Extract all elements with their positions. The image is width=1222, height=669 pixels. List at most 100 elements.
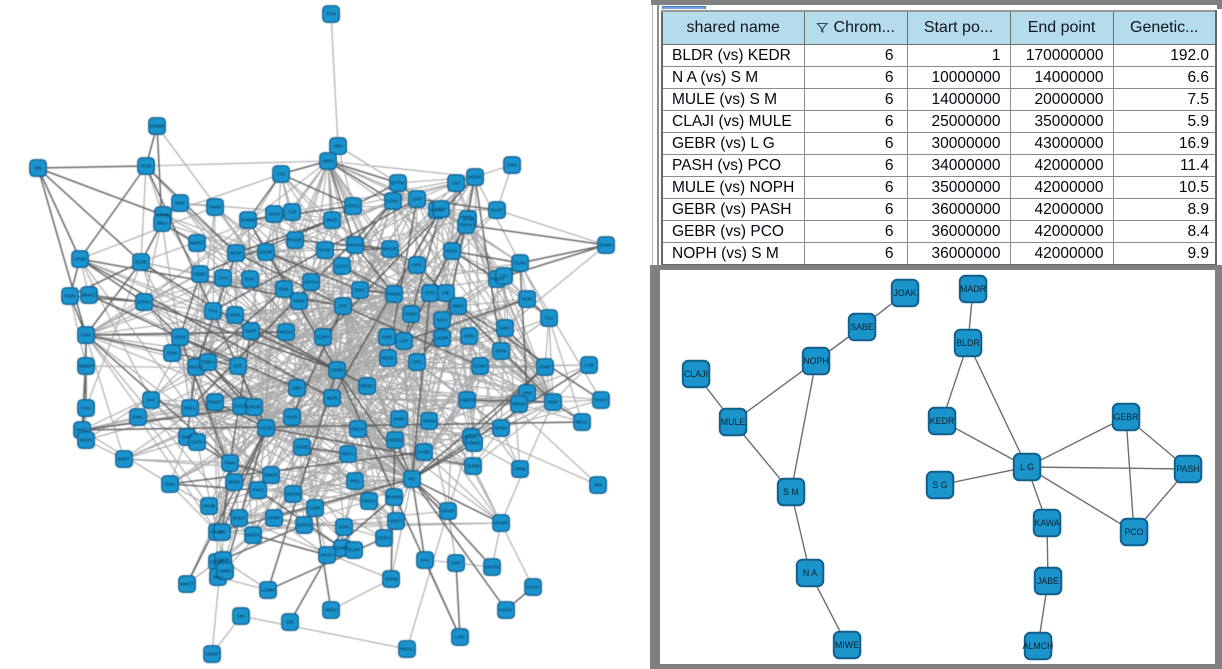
svg-text:OOOD: OOOD: [297, 523, 312, 528]
svg-text:HBS: HBS: [333, 144, 342, 149]
svg-text:SGHC: SGHC: [526, 585, 540, 590]
svg-text:EMWB: EMWB: [150, 124, 164, 129]
svg-text:PIAO: PIAO: [253, 488, 264, 493]
svg-text:DKIP: DKIP: [182, 435, 193, 440]
svg-text:DMOS: DMOS: [264, 473, 278, 478]
svg-text:PPJC: PPJC: [76, 428, 88, 433]
svg-text:WHJP: WHJP: [441, 509, 454, 514]
svg-text:GAJ: GAJ: [421, 558, 430, 563]
svg-text:S M: S M: [783, 487, 799, 497]
svg-text:PDDP: PDDP: [209, 400, 222, 405]
svg-text:SABE: SABE: [850, 322, 874, 332]
svg-text:JIWI: JIWI: [593, 483, 602, 488]
svg-text:EFE: EFE: [234, 364, 243, 369]
svg-text:KCIB: KCIB: [522, 297, 533, 302]
svg-text:GEBR: GEBR: [1114, 412, 1139, 422]
svg-text:EWIL: EWIL: [132, 415, 144, 420]
svg-text:MCPI: MCPI: [80, 438, 91, 443]
svg-text:GLFA: GLFA: [191, 440, 204, 445]
svg-text:UDSB: UDSB: [331, 368, 344, 373]
svg-text:NNC: NNC: [175, 201, 186, 206]
svg-text:WHCT: WHCT: [180, 582, 194, 587]
svg-text:RRTA: RRTA: [342, 452, 355, 457]
svg-text:LOT: LOT: [400, 339, 409, 344]
svg-text:L G: L G: [1020, 462, 1034, 472]
svg-text:UGP: UGP: [412, 197, 422, 202]
svg-text:JCPA: JCPA: [338, 525, 350, 530]
svg-text:EHHA: EHHA: [138, 300, 152, 305]
svg-text:IDB: IDB: [286, 620, 294, 625]
svg-text:SSEA: SSEA: [405, 312, 418, 317]
svg-text:WJUT: WJUT: [233, 516, 246, 521]
svg-text:CABE: CABE: [418, 450, 431, 455]
svg-text:SBH: SBH: [292, 386, 301, 391]
svg-text:JABE: JABE: [1037, 576, 1059, 586]
svg-text:WAW: WAW: [228, 480, 240, 485]
svg-text:NGGA: NGGA: [279, 330, 293, 335]
svg-text:AKKM: AKKM: [384, 577, 397, 582]
svg-text:BJW: BJW: [463, 217, 473, 222]
svg-text:ICU: ICU: [545, 316, 553, 321]
svg-text:UMKP: UMKP: [205, 652, 218, 657]
svg-text:UTKE: UTKE: [174, 335, 186, 340]
svg-text:SKHB: SKHB: [203, 504, 216, 509]
svg-text:WLEI: WLEI: [326, 218, 337, 223]
svg-text:MOM: MOM: [293, 299, 304, 304]
svg-text:CUEK: CUEK: [309, 506, 323, 511]
svg-text:MMPC: MMPC: [190, 241, 205, 246]
svg-text:RJUH: RJUH: [465, 435, 477, 440]
svg-text:OMSI: OMSI: [194, 272, 206, 277]
svg-text:SACO: SACO: [234, 404, 247, 409]
svg-text:LAIB: LAIB: [584, 363, 594, 368]
svg-text:OFU: OFU: [412, 360, 422, 365]
svg-text:LCMM: LCMM: [261, 588, 275, 593]
svg-text:DRN: DRN: [507, 163, 517, 168]
svg-text:WNP: WNP: [548, 400, 559, 405]
svg-text:KNGL: KNGL: [446, 249, 459, 254]
svg-text:WDR: WDR: [246, 329, 258, 334]
svg-text:MIWE: MIWE: [835, 640, 859, 650]
svg-text:RCDH: RCDH: [490, 277, 503, 282]
svg-text:WCIR: WCIR: [230, 251, 243, 256]
svg-text:OKCH: OKCH: [351, 427, 364, 432]
svg-text:TJR: TJR: [288, 210, 297, 215]
svg-text:MAJ: MAJ: [213, 575, 222, 580]
svg-text:DLHP: DLHP: [348, 548, 360, 553]
svg-text:CGJD: CGJD: [260, 426, 273, 431]
svg-text:RSC: RSC: [350, 479, 360, 484]
svg-text:RRSP: RRSP: [361, 384, 374, 389]
svg-text:FNWK: FNWK: [387, 292, 401, 297]
svg-text:JNES: JNES: [322, 159, 334, 164]
svg-text:NFBC: NFBC: [495, 426, 508, 431]
svg-text:HGHW: HGHW: [286, 492, 301, 497]
svg-text:KEPN: KEPN: [469, 175, 482, 180]
svg-text:JUWE: JUWE: [295, 445, 308, 450]
svg-text:LMKD: LMKD: [219, 569, 232, 574]
svg-text:CSNB: CSNB: [157, 213, 170, 218]
svg-text:OHDM: OHDM: [241, 218, 255, 223]
svg-text:DGPJ: DGPJ: [390, 519, 402, 524]
svg-text:OSM: OSM: [167, 351, 178, 356]
svg-text:FHFN: FHFN: [460, 223, 472, 228]
svg-text:JORF: JORF: [539, 365, 551, 370]
svg-text:RWN: RWN: [225, 461, 236, 466]
svg-text:PWL: PWL: [279, 287, 289, 292]
svg-text:WJPB: WJPB: [467, 464, 480, 469]
svg-text:ESAR: ESAR: [260, 250, 273, 255]
svg-text:URUR: URUR: [247, 405, 261, 410]
svg-text:OEND: OEND: [422, 419, 436, 424]
svg-text:OMJE: OMJE: [217, 558, 230, 563]
svg-text:BLDR: BLDR: [956, 338, 979, 348]
svg-text:JHFH: JHFH: [268, 212, 280, 217]
svg-text:OKON: OKON: [485, 565, 499, 570]
svg-text:LITG: LITG: [455, 635, 466, 640]
svg-text:JMLA: JMLA: [156, 221, 169, 226]
svg-text:GWEM: GWEM: [460, 398, 475, 403]
svg-text:LDSC: LDSC: [387, 199, 400, 204]
svg-text:RHRI: RHRI: [393, 417, 404, 422]
svg-text:KEDR: KEDR: [930, 416, 954, 426]
svg-text:HRAC: HRAC: [210, 530, 224, 535]
svg-text:ERI: ERI: [218, 530, 226, 535]
svg-text:GJWJ: GJWJ: [474, 364, 487, 369]
svg-text:LFUD: LFUD: [74, 257, 87, 262]
